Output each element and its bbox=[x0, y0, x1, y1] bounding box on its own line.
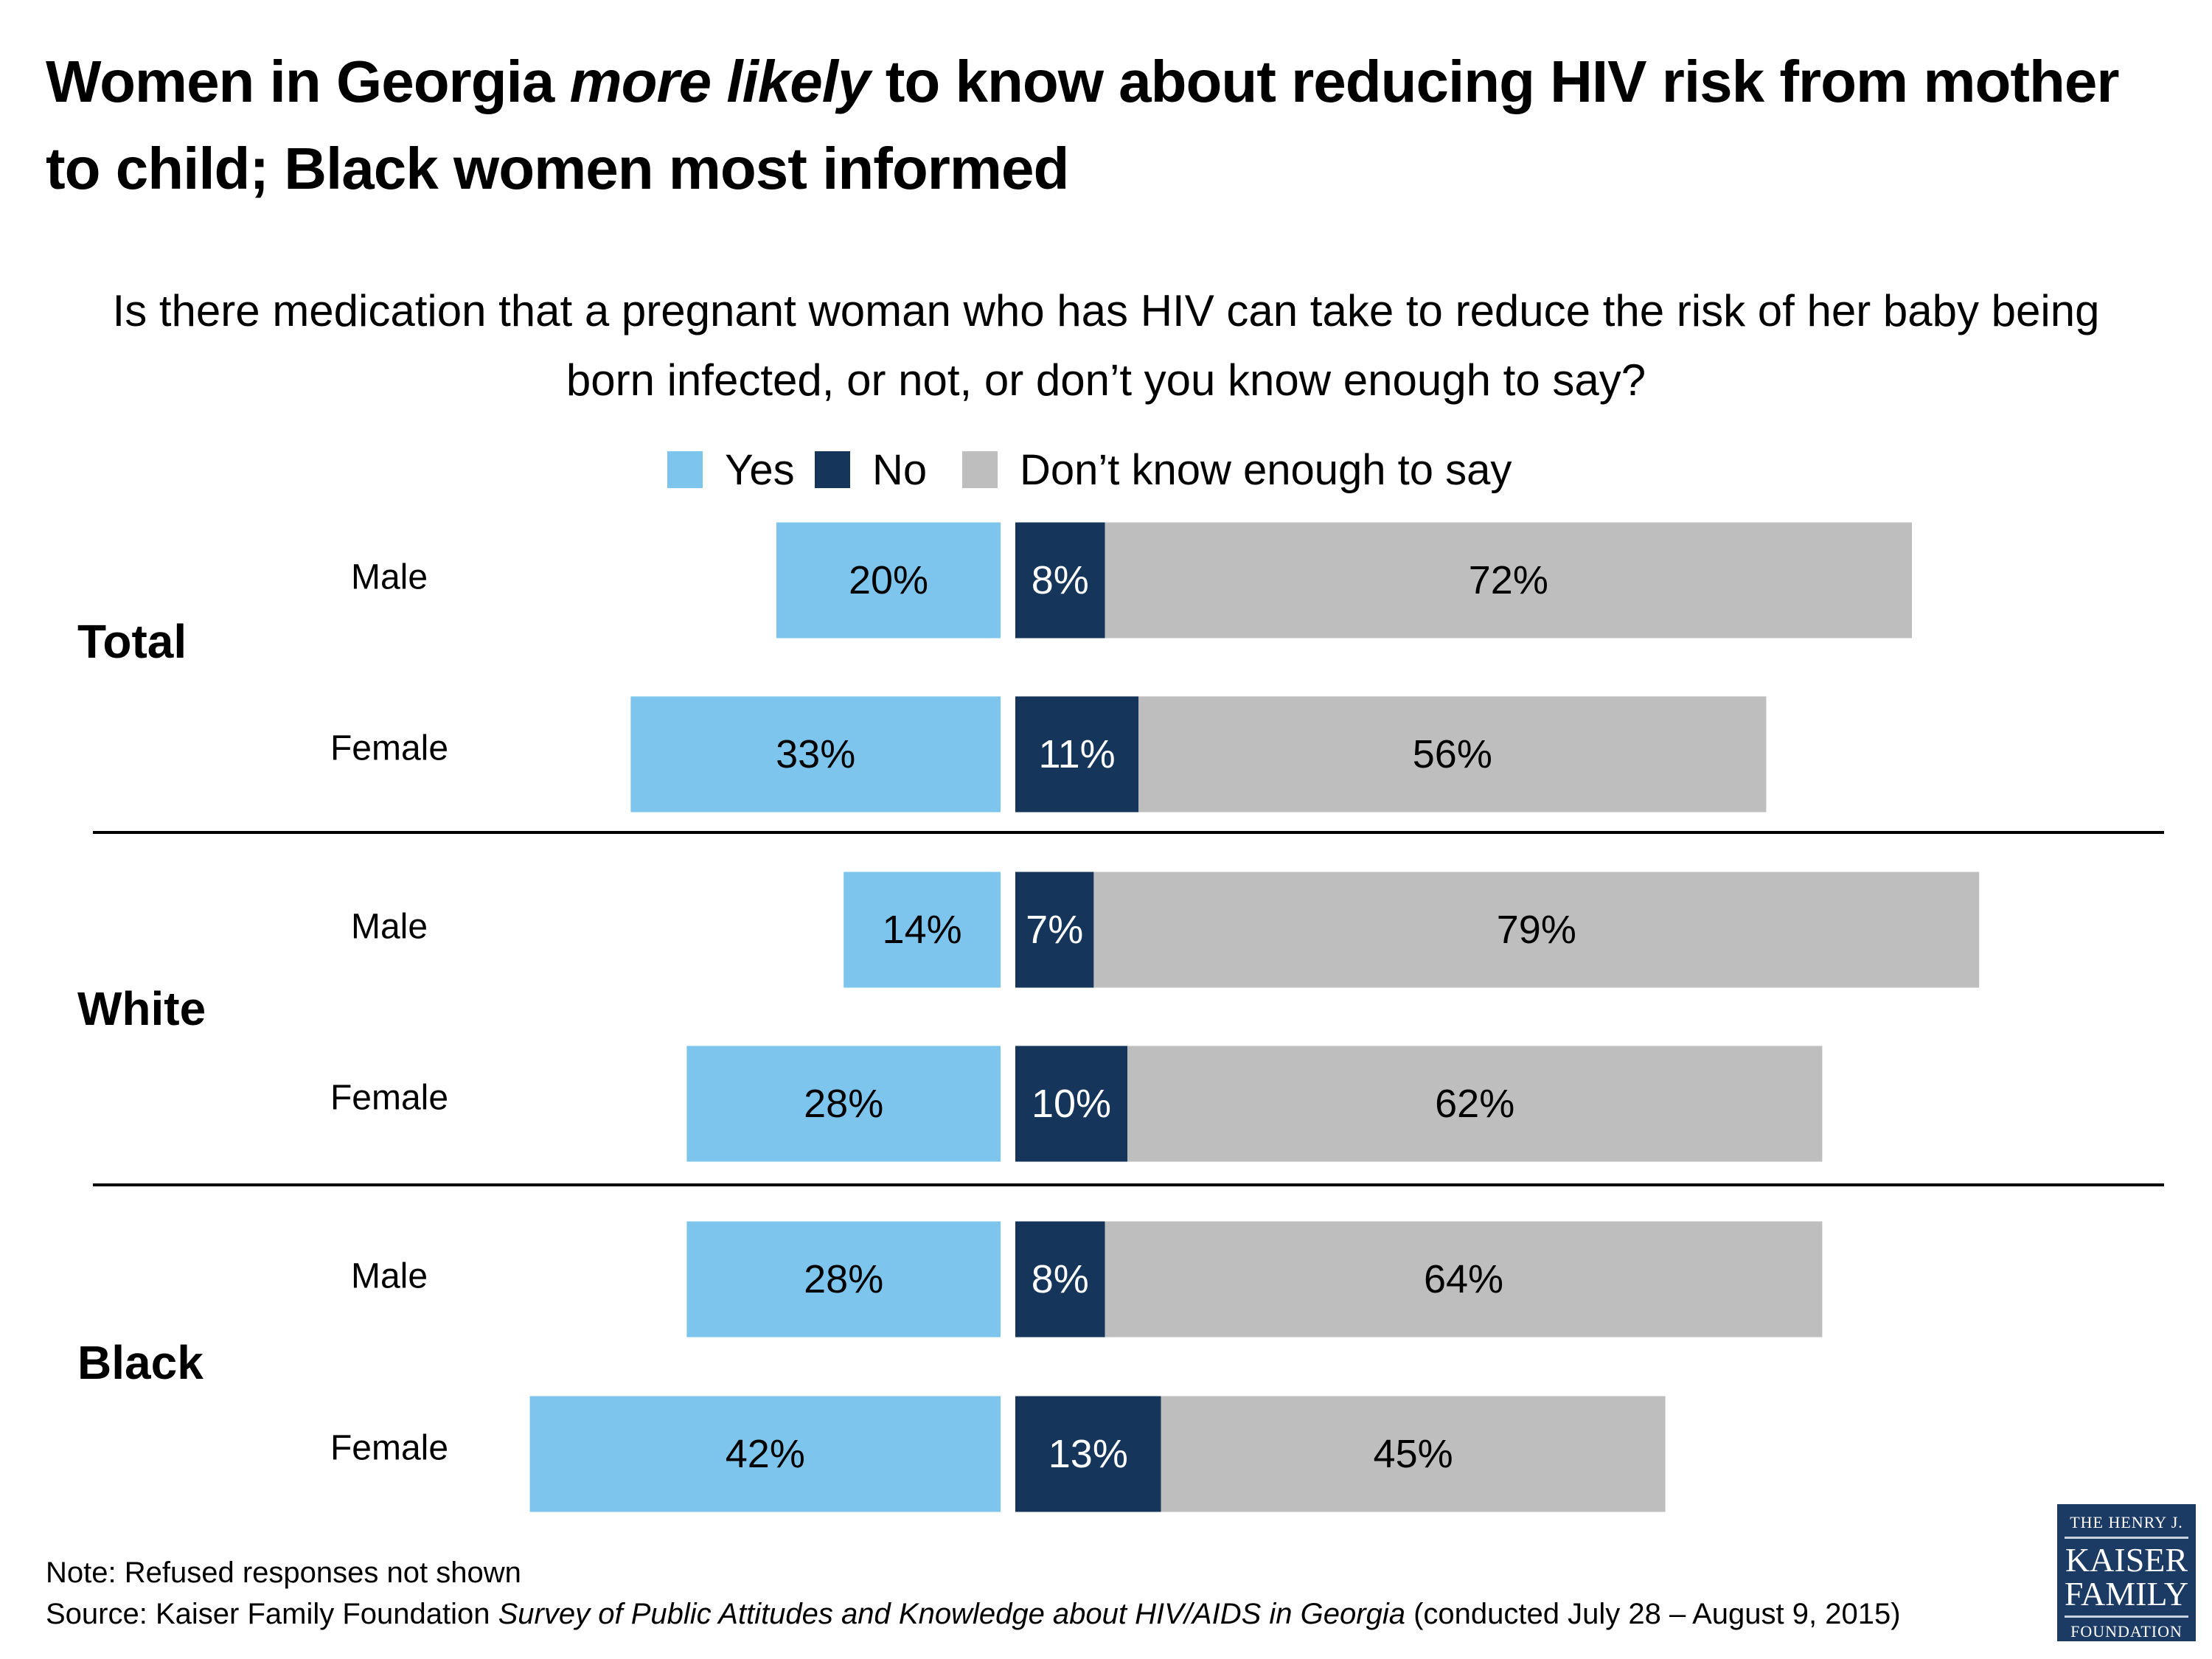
legend-item-no: No bbox=[815, 444, 927, 495]
bar-yes bbox=[529, 1396, 1001, 1512]
bar-yes bbox=[844, 872, 1001, 988]
source-title: Survey of Public Attitudes and Knowledge… bbox=[498, 1598, 1405, 1630]
bar-dont-know bbox=[1105, 522, 1912, 639]
data-label-dont-know: 72% bbox=[1469, 558, 1548, 602]
data-label-yes: 28% bbox=[804, 1257, 883, 1301]
bar-dont-know bbox=[1105, 1221, 1823, 1338]
title-text: Women in Georgia bbox=[46, 49, 570, 114]
data-label-dont-know: 62% bbox=[1435, 1082, 1514, 1126]
logo-rule-bottom bbox=[2065, 1615, 2188, 1618]
legend-item-yes: Yes bbox=[667, 444, 795, 495]
logo-line1: THE HENRY J. bbox=[2070, 1513, 2183, 1531]
bar-no bbox=[1015, 522, 1105, 639]
group-label-white: White bbox=[77, 982, 206, 1035]
bar-yes bbox=[630, 696, 1001, 813]
legend-label-yes: Yes bbox=[725, 445, 795, 494]
legend-swatch-yes bbox=[667, 451, 703, 488]
row-label-male: Male bbox=[351, 908, 428, 947]
data-label-no: 8% bbox=[1032, 1257, 1089, 1301]
bar-yes bbox=[686, 1221, 1001, 1338]
legend-label-no: No bbox=[872, 445, 928, 494]
data-label-no: 7% bbox=[1026, 908, 1083, 952]
row-label-male: Male bbox=[351, 558, 428, 597]
bar-no bbox=[1015, 1396, 1161, 1512]
bar-no bbox=[1015, 872, 1094, 988]
data-label-yes: 20% bbox=[849, 558, 928, 602]
row-label-female: Female bbox=[330, 1079, 448, 1118]
row-label-male: Male bbox=[351, 1257, 428, 1296]
data-label-dont-know: 45% bbox=[1374, 1432, 1453, 1476]
title-text-rest: to know about reducing HIV risk from mot… bbox=[46, 49, 2119, 201]
data-label-yes: 28% bbox=[804, 1082, 883, 1126]
data-label-no: 11% bbox=[1039, 732, 1116, 776]
bar-yes bbox=[686, 1046, 1001, 1162]
bar-dont-know bbox=[1138, 696, 1767, 813]
legend: Yes No Don’t know enough to say bbox=[0, 444, 2212, 495]
bar-yes bbox=[776, 522, 1001, 639]
data-label-yes: 33% bbox=[776, 732, 855, 776]
legend-label-dont-know: Don’t know enough to say bbox=[1020, 445, 1512, 494]
data-label-yes: 14% bbox=[883, 908, 962, 952]
data-label-no: 10% bbox=[1032, 1082, 1111, 1126]
note-text: Note: Refused responses not shown bbox=[46, 1557, 521, 1589]
logo-line4: FOUNDATION bbox=[2070, 1622, 2183, 1641]
logo-rule-top bbox=[2065, 1537, 2188, 1539]
chart-subtitle: Is there medication that a pregnant woma… bbox=[112, 286, 2100, 405]
row-label-female: Female bbox=[330, 1429, 448, 1468]
source-text: Source: Kaiser Family Foundation Survey … bbox=[46, 1593, 1901, 1635]
legend-swatch-dont-know bbox=[962, 451, 998, 488]
group-label-black: Black bbox=[77, 1336, 204, 1389]
source-suffix: (conducted July 28 – August 9, 2015) bbox=[1405, 1598, 1901, 1630]
data-label-dont-know: 79% bbox=[1497, 908, 1576, 952]
bar-dont-know bbox=[1093, 872, 1980, 988]
logo-line3: FAMILY bbox=[2064, 1575, 2189, 1613]
logo-line2: KAISER bbox=[2065, 1541, 2188, 1579]
bar-dont-know bbox=[1127, 1046, 1823, 1162]
row-label-female: Female bbox=[330, 729, 448, 768]
data-label-no: 13% bbox=[1048, 1432, 1128, 1476]
data-label-dont-know: 56% bbox=[1413, 732, 1492, 776]
group-label-total: Total bbox=[77, 615, 187, 668]
bar-no bbox=[1015, 1046, 1127, 1162]
data-label-yes: 42% bbox=[726, 1432, 805, 1476]
bar-dont-know bbox=[1161, 1396, 1666, 1512]
legend-item-dont-know: Don’t know enough to say bbox=[962, 444, 1512, 495]
title-emphasis: more likely bbox=[569, 49, 871, 114]
kff-logo: THE HENRY J. KAISER FAMILY FOUNDATION bbox=[2057, 1504, 2196, 1641]
footnote: Note: Refused responses not shown Source… bbox=[46, 1552, 1901, 1635]
bar-no bbox=[1015, 1221, 1105, 1338]
data-label-dont-know: 64% bbox=[1424, 1257, 1503, 1301]
legend-swatch-no bbox=[815, 451, 850, 488]
bar-no bbox=[1015, 696, 1139, 813]
chart-title: Women in Georgia more likely to know abo… bbox=[46, 38, 2184, 212]
source-prefix: Source: Kaiser Family Foundation bbox=[46, 1598, 498, 1630]
data-label-no: 8% bbox=[1032, 558, 1089, 602]
